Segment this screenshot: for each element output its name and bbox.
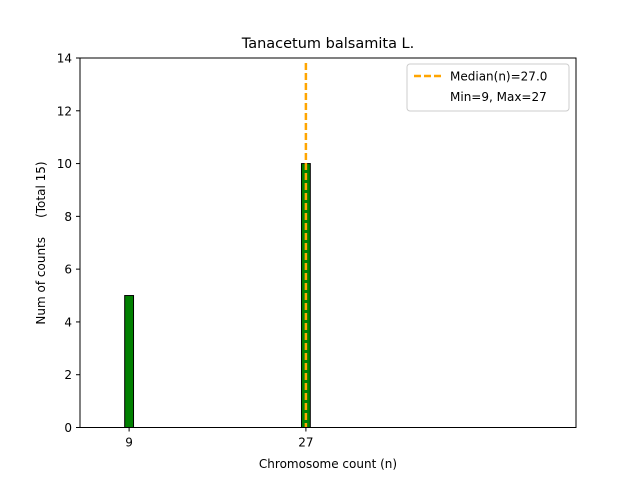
y-tick-label-12: 12	[57, 104, 72, 118]
x-axis-label: Chromosome count (n)	[259, 457, 397, 471]
y-tick-label-8: 8	[64, 210, 72, 224]
y-tick-label-4: 4	[64, 315, 72, 329]
y-axis: 0 2 4 6 8 10 12 14	[57, 52, 80, 435]
chart-title: Tanacetum balsamita L.	[241, 36, 415, 52]
y-tick-label-10: 10	[57, 157, 72, 171]
x-axis: 9 27	[125, 427, 314, 450]
y-tick-label-2: 2	[64, 368, 72, 382]
plot-area	[119, 63, 365, 428]
y-tick-label-0: 0	[64, 421, 72, 435]
axes-frame	[79, 57, 577, 428]
y-tick-label-6: 6	[64, 263, 72, 277]
legend-frame	[406, 63, 570, 112]
bar-9	[124, 295, 135, 428]
y-tick-label-14: 14	[57, 52, 72, 66]
legend-range-label: Min=9, Max=27	[450, 90, 547, 104]
x-tick-label-27: 27	[298, 436, 313, 450]
legend: Median(n)=27.0 Min=9, Max=27	[406, 63, 570, 112]
legend-median-label: Median(n)=27.0	[450, 70, 547, 84]
x-tick-label-9: 9	[125, 436, 133, 450]
y-axis-label: Num of counts (Total 15)	[34, 161, 48, 324]
